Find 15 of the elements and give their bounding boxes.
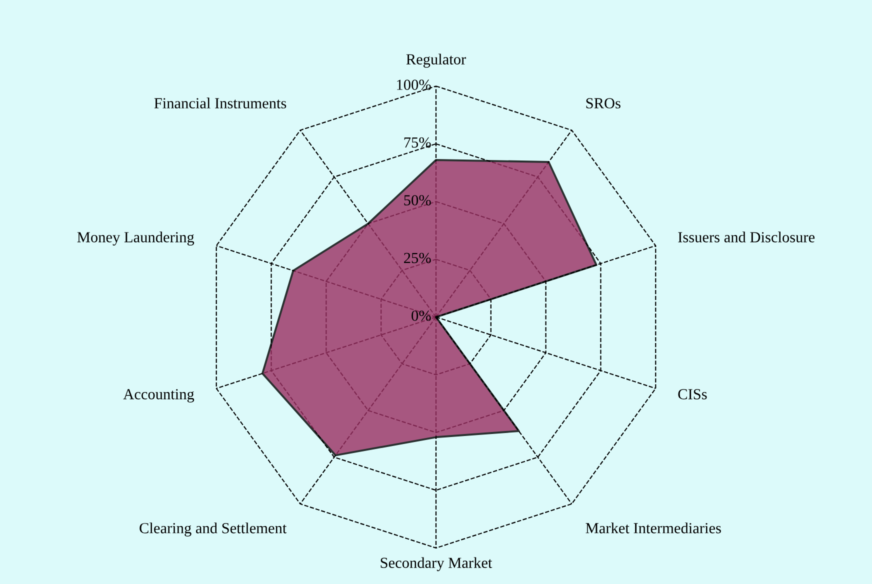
y-tick-label: 0% bbox=[412, 310, 431, 321]
spoke-label: Accounting bbox=[123, 389, 194, 402]
y-tick-label: 100% bbox=[397, 80, 431, 90]
spoke-label: Clearing and Settlement bbox=[140, 522, 287, 536]
y-tick-label: 50% bbox=[404, 195, 431, 206]
spoke-label: CISs bbox=[678, 389, 707, 400]
spoke-label: Money Laundering bbox=[77, 232, 194, 246]
spoke-label: Regulator bbox=[406, 54, 466, 68]
spoke-label: Financial Instruments bbox=[154, 98, 286, 108]
spoke-label: Market Intermediaries bbox=[586, 522, 721, 534]
spoke-label: SROs bbox=[586, 98, 620, 108]
y-tick-label: 75% bbox=[404, 137, 431, 148]
y-tick-label: 25% bbox=[404, 252, 431, 264]
spoke-label: Secondary Market bbox=[380, 557, 492, 572]
spoke-label: Issuers and Disclosure bbox=[678, 232, 815, 242]
